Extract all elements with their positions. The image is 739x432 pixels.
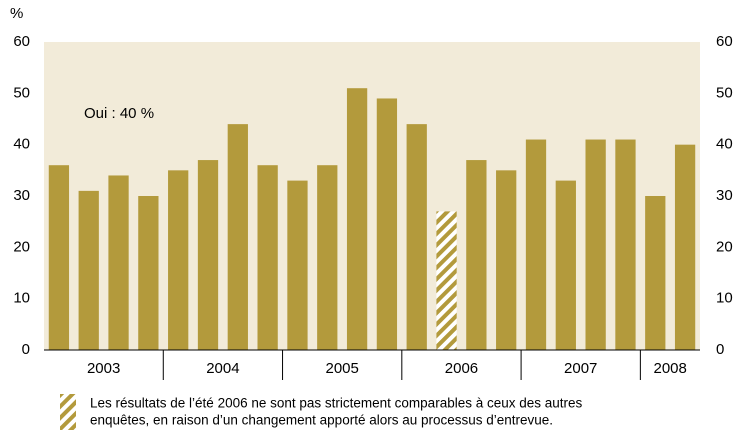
note: enquêtes, en raison d’un changement appo… bbox=[90, 413, 553, 428]
y-tick-label: 20 bbox=[13, 238, 30, 255]
y-tick-label: 40 bbox=[13, 136, 30, 153]
y-tick-label: 60 bbox=[13, 33, 30, 50]
x-group-label: 2004 bbox=[206, 360, 239, 377]
bar bbox=[108, 175, 129, 350]
bar bbox=[496, 170, 517, 350]
bar bbox=[645, 196, 666, 350]
legend-swatch bbox=[60, 394, 76, 430]
bar bbox=[346, 88, 368, 350]
bar bbox=[257, 165, 278, 350]
bar bbox=[466, 160, 487, 350]
bar bbox=[138, 196, 159, 350]
bar bbox=[436, 211, 457, 350]
bar bbox=[585, 139, 606, 350]
unit-label: % bbox=[10, 5, 23, 22]
annotation: Oui : 40 % bbox=[84, 105, 154, 122]
y-tick-label: 50 bbox=[13, 84, 30, 101]
bar bbox=[78, 190, 99, 350]
bar bbox=[48, 165, 70, 350]
bar bbox=[555, 180, 576, 350]
x-group-label: 2006 bbox=[445, 360, 478, 377]
bar bbox=[615, 139, 636, 350]
bar bbox=[168, 170, 189, 350]
y2-tick-label: 40 bbox=[716, 136, 733, 153]
y2-tick-label: 0 bbox=[716, 341, 724, 358]
y-tick-label: 10 bbox=[13, 290, 30, 307]
bar bbox=[287, 180, 308, 350]
bar bbox=[197, 160, 219, 350]
x-group-label: 2007 bbox=[564, 360, 597, 377]
y2-tick-label: 30 bbox=[716, 187, 733, 204]
bar bbox=[227, 124, 248, 350]
y-tick-label: 30 bbox=[13, 187, 30, 204]
note: Les résultats de l’été 2006 ne sont pas … bbox=[90, 396, 583, 411]
y-tick-label: 0 bbox=[22, 341, 30, 358]
bar bbox=[674, 144, 696, 350]
bar bbox=[376, 98, 398, 350]
y2-tick-label: 50 bbox=[716, 84, 733, 101]
y2-tick-label: 10 bbox=[716, 290, 733, 307]
bar bbox=[525, 139, 547, 350]
x-group-label: 2005 bbox=[325, 360, 358, 377]
y2-tick-label: 60 bbox=[716, 33, 733, 50]
y2-tick-label: 20 bbox=[716, 238, 733, 255]
bar bbox=[317, 165, 338, 350]
x-group-label: 2008 bbox=[653, 360, 686, 377]
bar bbox=[406, 124, 427, 350]
x-group-label: 2003 bbox=[87, 360, 120, 377]
